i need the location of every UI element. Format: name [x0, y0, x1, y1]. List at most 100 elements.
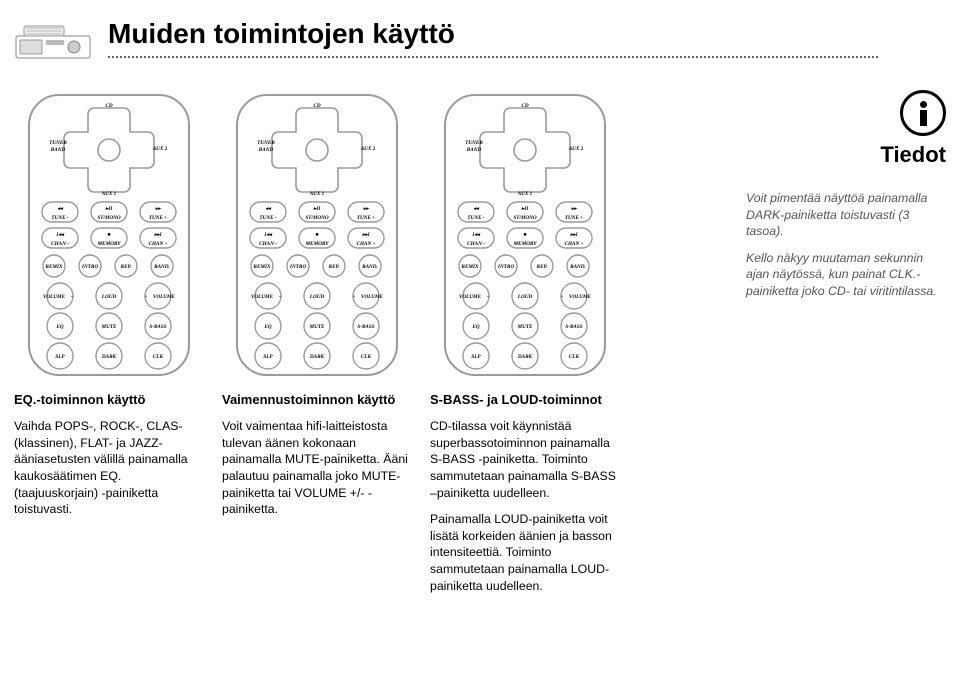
svg-text:VOLUME: VOLUME: [153, 294, 176, 300]
svg-text:RAND.: RAND.: [362, 264, 378, 270]
title-divider: [108, 56, 878, 58]
svg-text:REP.: REP.: [121, 264, 132, 270]
label-cd: CD: [313, 103, 320, 109]
svg-text:TUNE -: TUNE -: [467, 215, 484, 221]
svg-text:RAND.: RAND.: [570, 264, 586, 270]
label-aux2: AUX 2: [152, 146, 168, 152]
info-header: Tiedot: [786, 90, 946, 168]
svg-text:CHAN +: CHAN +: [149, 241, 168, 247]
svg-text:CHAN +: CHAN +: [357, 241, 376, 247]
svg-text:CHAN -: CHAN -: [51, 241, 69, 247]
svg-text:VOLUME: VOLUME: [361, 294, 384, 300]
svg-text:–: –: [278, 294, 282, 300]
column-sbass: CD TUNER BAND AUX 2 AUX 1 ◂◂ ▸II ▸▸ TUNE…: [430, 90, 620, 604]
section-body-sbass-1: CD-tilassa voit käynnistää superbassotoi…: [430, 418, 620, 501]
row-volume: VOLUME – LOUD + VOLUME: [251, 283, 384, 309]
row-volume: VOLUME – LOUD + VOLUME: [43, 283, 176, 309]
svg-text:TUNE -: TUNE -: [51, 215, 68, 221]
svg-text:S-BASS: S-BASS: [565, 324, 582, 330]
label-tuner: TUNER: [465, 140, 483, 146]
svg-text:TUNE +: TUNE +: [565, 215, 583, 221]
row-tune: ◂◂ ▸II ▸▸ TUNE - ST/MONO TUNE +: [250, 202, 384, 222]
svg-text:VOLUME: VOLUME: [43, 294, 66, 300]
row-slp: SLP DARK CLK: [463, 343, 587, 369]
svg-text:VOLUME: VOLUME: [251, 294, 274, 300]
label-aux2: AUX 2: [360, 146, 376, 152]
svg-text:MEMORY: MEMORY: [97, 241, 122, 247]
page-title: Muiden toimintojen käyttö: [108, 18, 455, 50]
row-slp: SLP DARK CLK: [47, 343, 171, 369]
svg-text:ST/MONO: ST/MONO: [97, 215, 121, 221]
svg-text:INTRO: INTRO: [497, 264, 514, 270]
svg-text:ST/MONO: ST/MONO: [305, 215, 329, 221]
svg-text:SLP: SLP: [263, 354, 273, 360]
svg-text:▸▸I: ▸▸I: [153, 232, 162, 238]
info-icon: [900, 90, 946, 136]
label-band: BAND: [258, 147, 274, 153]
row-chan: I◂◂ ■ ▸▸I CHAN - MEMORY CHAN +: [250, 228, 384, 248]
svg-text:REMIX: REMIX: [45, 264, 63, 270]
svg-text:I◂◂: I◂◂: [55, 232, 65, 238]
svg-text:▸II: ▸II: [105, 206, 114, 212]
svg-text:CLK: CLK: [569, 354, 580, 360]
svg-text:■: ■: [107, 232, 110, 238]
svg-text:SLP: SLP: [55, 354, 65, 360]
svg-text:ST/MONO: ST/MONO: [513, 215, 537, 221]
row-chan: I◂◂ ■ ▸▸I CHAN - MEMORY CHAN +: [42, 228, 176, 248]
svg-text:EQ: EQ: [471, 324, 479, 330]
svg-text:LOUD: LOUD: [101, 294, 117, 300]
svg-text:VOLUME: VOLUME: [569, 294, 592, 300]
info-para-2: Kello näkyy muutaman sekunnin ajan näytö…: [746, 250, 946, 300]
svg-text:▸▸I: ▸▸I: [361, 232, 370, 238]
label-tuner: TUNER: [257, 140, 275, 146]
svg-text:TUNE +: TUNE +: [357, 215, 375, 221]
svg-text:INTRO: INTRO: [289, 264, 306, 270]
svg-text:I◂◂: I◂◂: [471, 232, 481, 238]
svg-text:REMIX: REMIX: [253, 264, 271, 270]
stereo-device-icon: [14, 22, 92, 64]
svg-text:DARK: DARK: [309, 354, 325, 360]
label-tuner: TUNER: [49, 140, 67, 146]
label-cd: CD: [105, 103, 112, 109]
svg-text:MUTE: MUTE: [101, 324, 118, 330]
svg-text:+: +: [561, 294, 564, 300]
info-para-1: Voit pimentää näyttöä painamalla DARK-pa…: [746, 190, 946, 240]
row-eq: EQ MUTE S-BASS: [255, 313, 379, 339]
section-body-mute: Voit vaimentaa hifi-laitteistosta tuleva…: [222, 418, 412, 518]
svg-text:▸▸I: ▸▸I: [569, 232, 578, 238]
label-band: BAND: [466, 147, 482, 153]
label-aux1: AUX 1: [517, 191, 533, 197]
svg-text:SLP: SLP: [471, 354, 481, 360]
row-volume: VOLUME – LOUD + VOLUME: [459, 283, 592, 309]
svg-text:VOLUME: VOLUME: [459, 294, 482, 300]
label-aux1: AUX 1: [309, 191, 325, 197]
label-cd: CD: [521, 103, 528, 109]
svg-text:CHAN -: CHAN -: [467, 241, 485, 247]
svg-text:–: –: [486, 294, 490, 300]
svg-text:▸II: ▸II: [313, 206, 322, 212]
svg-text:LOUD: LOUD: [517, 294, 533, 300]
svg-text:CLK: CLK: [153, 354, 164, 360]
svg-text:CHAN -: CHAN -: [259, 241, 277, 247]
svg-text:EQ: EQ: [55, 324, 63, 330]
svg-text:REP.: REP.: [537, 264, 548, 270]
svg-text:■: ■: [523, 232, 526, 238]
row-chan: I◂◂ ■ ▸▸I CHAN - MEMORY CHAN +: [458, 228, 592, 248]
row-eq: EQ MUTE S-BASS: [47, 313, 171, 339]
svg-text:TUNE +: TUNE +: [149, 215, 167, 221]
section-body-sbass-2: Painamalla LOUD-painiketta voit lisätä k…: [430, 511, 620, 594]
svg-text:DARK: DARK: [101, 354, 117, 360]
section-title-eq: EQ.-toiminnon käyttö: [14, 392, 145, 408]
row-slp: SLP DARK CLK: [255, 343, 379, 369]
svg-text:MUTE: MUTE: [517, 324, 534, 330]
svg-text:S-BASS: S-BASS: [357, 324, 374, 330]
column-info: Tiedot Voit pimentää näyttöä painamalla …: [746, 90, 946, 604]
row-tune: ◂◂ ▸II ▸▸ TUNE - ST/MONO TUNE +: [42, 202, 176, 222]
svg-text:+: +: [145, 294, 148, 300]
row-tune: ◂◂ ▸II ▸▸ TUNE - ST/MONO TUNE +: [458, 202, 592, 222]
column-mute: CD TUNER BAND AUX 2 AUX 1 ◂◂ ▸II ▸▸ TUNE…: [222, 90, 412, 604]
svg-text:CLK: CLK: [361, 354, 372, 360]
row-eq: EQ MUTE S-BASS: [463, 313, 587, 339]
svg-text:EQ: EQ: [263, 324, 271, 330]
svg-text:MEMORY: MEMORY: [513, 241, 538, 247]
